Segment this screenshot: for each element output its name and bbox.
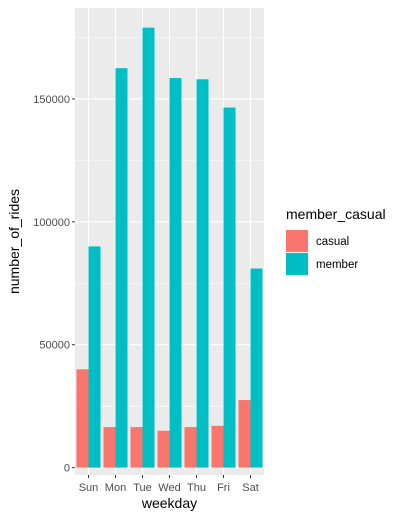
- legend-title: member_casual: [286, 206, 386, 222]
- x-axis-ticks: Sun Mon Tue Wed Thu Fri Sat: [79, 475, 259, 494]
- legend-key-member: [286, 253, 308, 275]
- bar-member-Tue: [142, 27, 155, 468]
- bar-member-Sun: [88, 246, 101, 468]
- legend-key-casual: [286, 230, 308, 252]
- x-tick-label: Tue: [133, 482, 152, 494]
- legend: member_casual casual member: [286, 206, 386, 275]
- x-tick-label: Sat: [242, 482, 259, 494]
- y-axis-title: number_of_rides: [6, 189, 22, 294]
- bar-casual-Fri: [211, 425, 224, 468]
- bar-casual-Sat: [238, 400, 251, 468]
- x-tick-label: Thu: [187, 482, 206, 494]
- bar-casual-Mon: [103, 427, 116, 468]
- bar-casual-Thu: [184, 427, 197, 468]
- bar-member-Mon: [115, 68, 128, 468]
- x-tick-label: Mon: [105, 482, 126, 494]
- y-axis-ticks: 0 50000 100000 150000: [33, 94, 75, 475]
- bar-member-Sat: [250, 268, 263, 468]
- bar-member-Thu: [196, 79, 209, 468]
- x-tick-label: Sun: [79, 482, 99, 494]
- bar-casual-Sun: [76, 369, 89, 468]
- x-tick-label: Wed: [158, 482, 180, 494]
- legend-label-casual: casual: [316, 236, 349, 248]
- bar-member-Wed: [169, 78, 182, 468]
- x-tick-label: Fri: [217, 482, 230, 494]
- bar-member-Fri: [223, 107, 236, 468]
- y-tick-label: 100000: [33, 217, 70, 229]
- y-tick-label: 150000: [33, 94, 70, 106]
- x-axis-title: weekday: [141, 495, 197, 511]
- y-tick-label: 50000: [39, 340, 70, 352]
- bar-casual-Wed: [157, 430, 170, 468]
- y-tick-label: 0: [64, 463, 70, 475]
- legend-label-member: member: [316, 259, 358, 271]
- bars: [76, 27, 263, 468]
- bar-casual-Tue: [130, 427, 143, 468]
